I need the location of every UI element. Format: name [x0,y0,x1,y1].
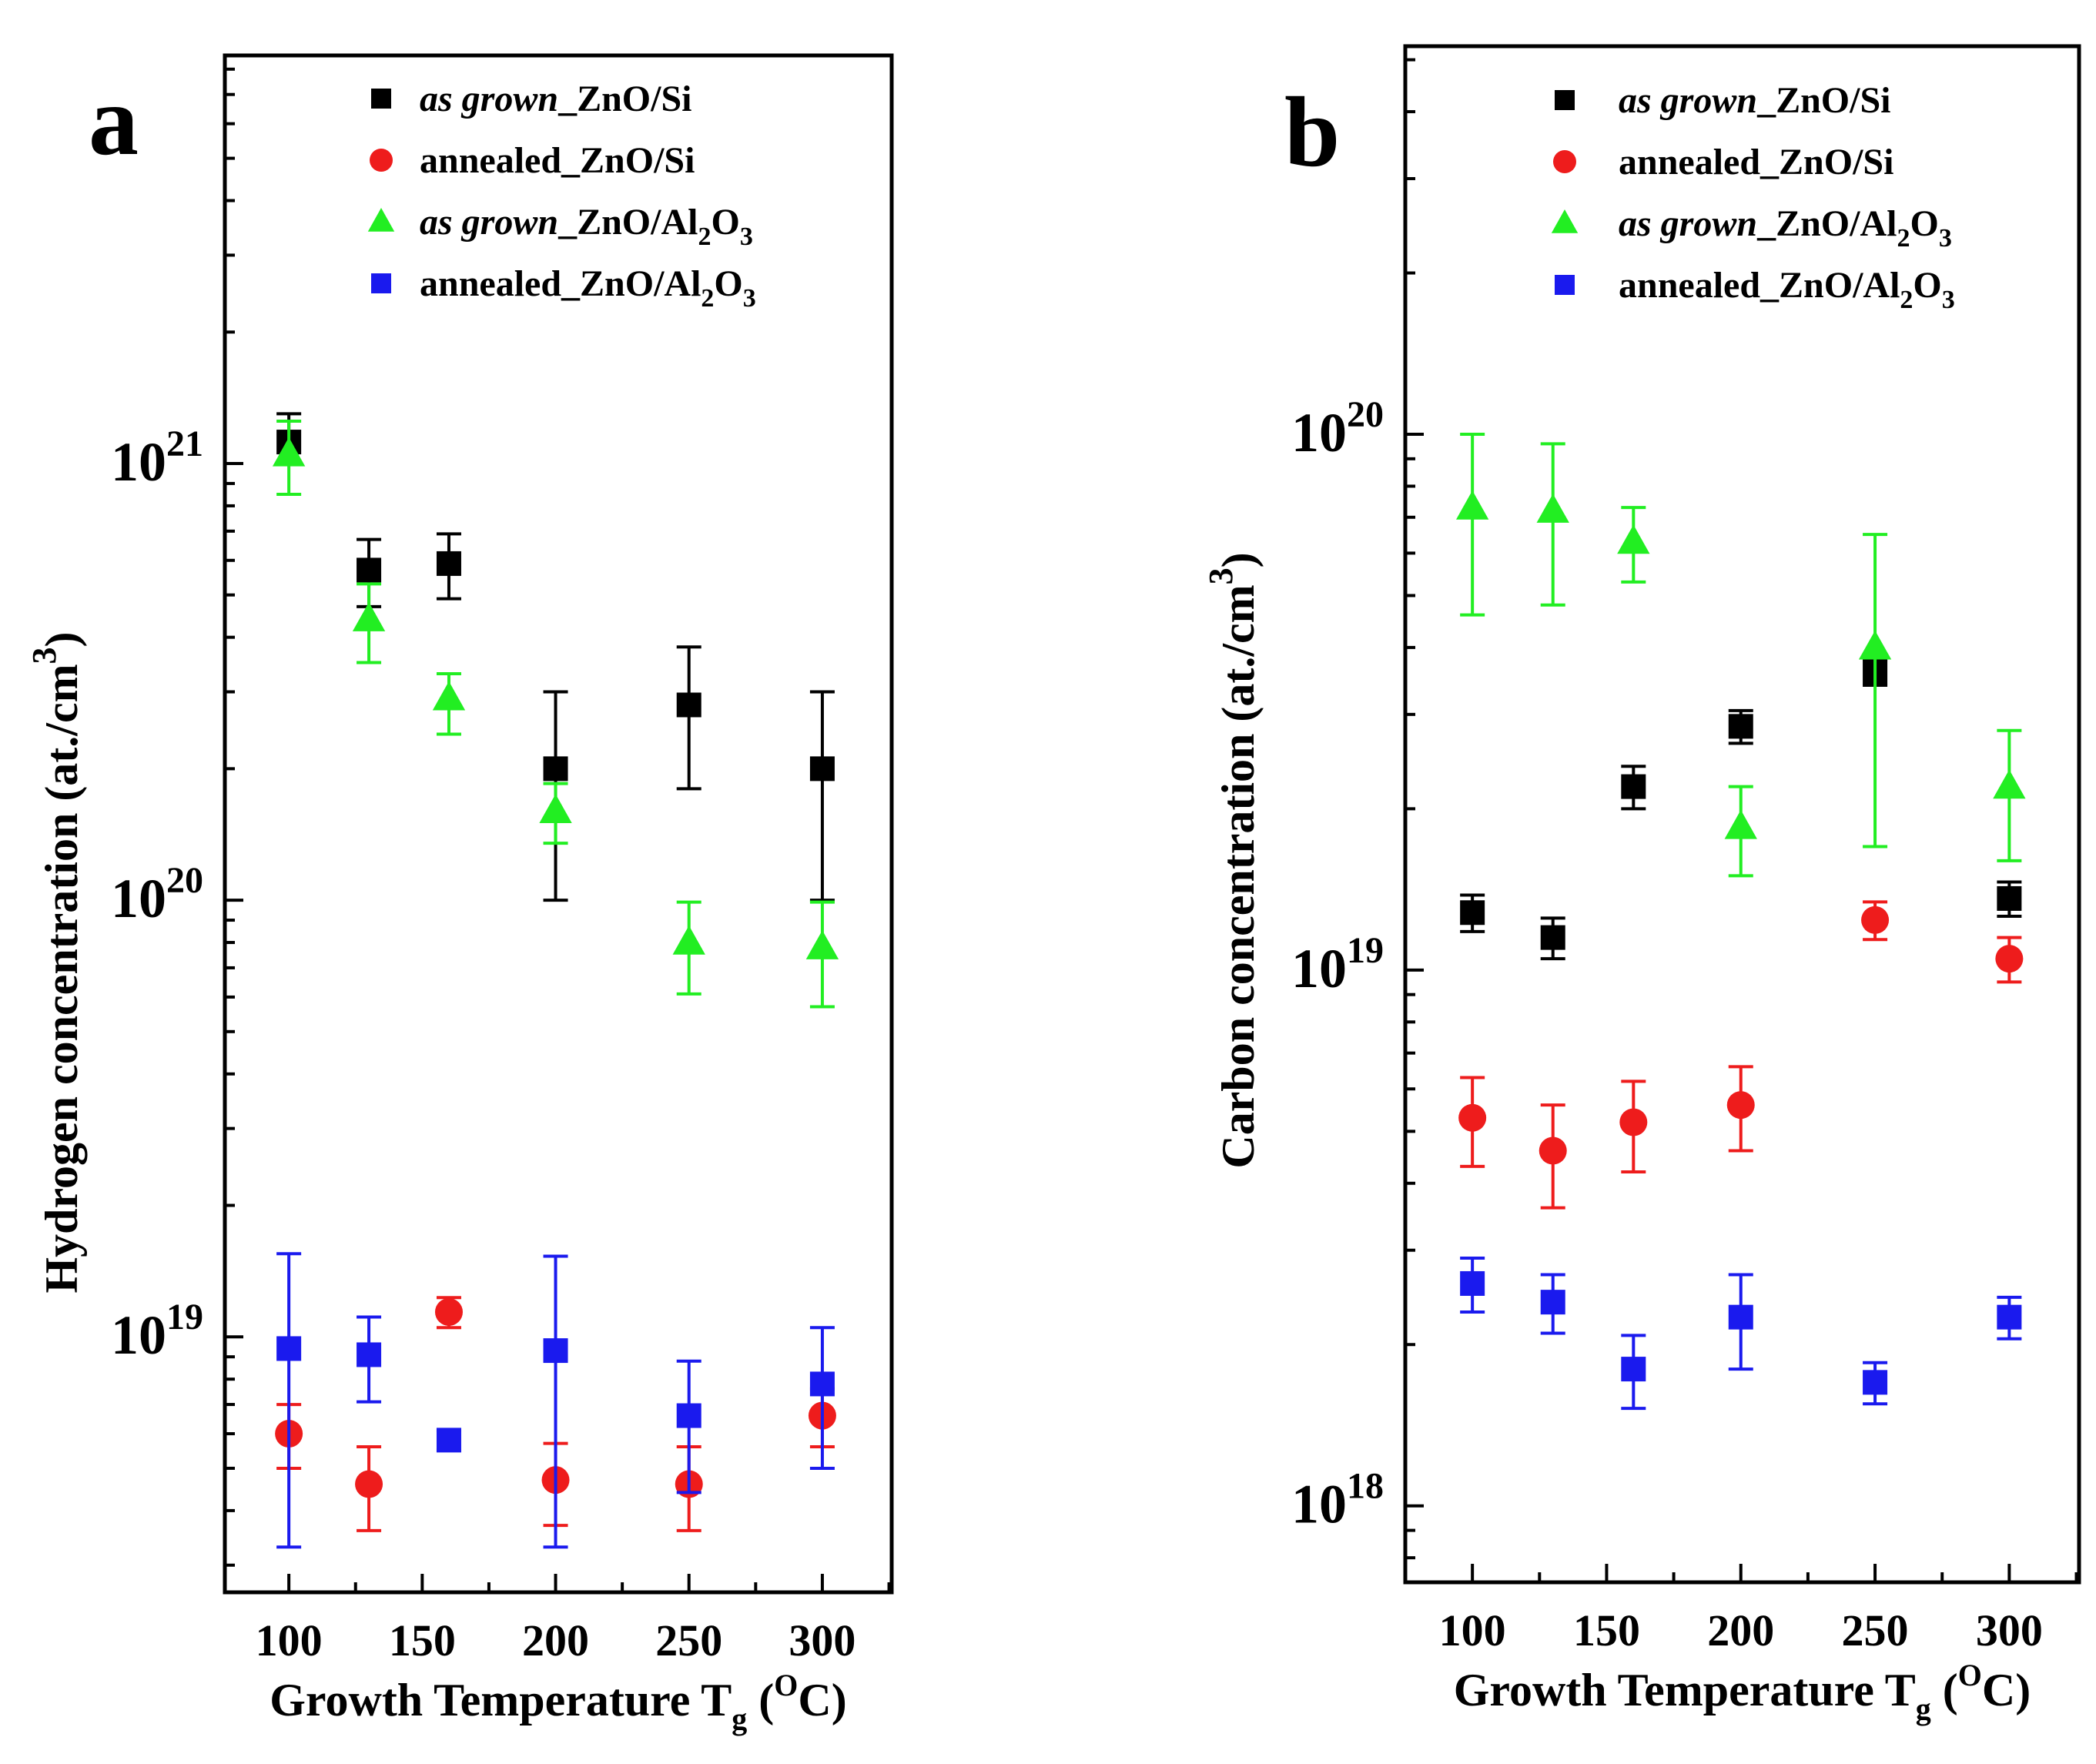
series-3 [1460,1256,2022,1411]
series-3 [276,1252,835,1549]
y-tick-label: 1020 [1291,394,1384,464]
data-point [1861,905,1890,934]
data-point [1460,900,1485,926]
data-point [1458,1103,1487,1132]
data-point [1997,885,2022,911]
data-point [1858,630,1892,660]
data-point [543,756,568,782]
data-point [352,602,386,631]
legend-marker [370,149,393,172]
legend-marker [1551,209,1579,233]
data-point [357,1342,382,1367]
legend-label: annealed_ZnO/Si [1619,142,1893,182]
y-tick-label: 1019 [1291,930,1384,999]
y-tick-label: 1020 [111,860,203,929]
panel-letter: b [1284,77,1340,188]
x-axis-label: Growth Temperature Tg (OC) [270,1668,846,1736]
x-tick-label: 200 [1707,1605,1774,1655]
data-point [1540,925,1565,950]
legend-marker [367,208,395,232]
x-tick-label: 100 [256,1615,323,1665]
data-point [809,1371,835,1397]
x-tick-label: 150 [389,1615,456,1665]
data-point [1536,494,1569,523]
data-point [1619,1108,1648,1136]
x-tick-label: 200 [522,1615,589,1665]
data-point [1728,1304,1753,1330]
legend-label: as grown_ZnO/Si [1619,80,1891,121]
legend-label: annealed_ZnO/Al2O3 [1619,265,1955,314]
x-tick-label: 250 [1842,1605,1909,1655]
data-point [436,1428,461,1453]
legend-label: as grown_ZnO/Al2O3 [420,202,753,251]
data-point [1728,714,1753,739]
series-1 [1458,900,2024,1210]
data-point [1726,1091,1755,1120]
panel-letter: a [89,65,139,176]
y-tick-label: 1018 [1291,1466,1384,1535]
x-tick-label: 150 [1573,1605,1640,1655]
y-tick-label: 1019 [111,1297,203,1366]
x-tick-label: 300 [789,1615,855,1665]
legend-label: annealed_ZnO/Al2O3 [420,263,756,313]
data-point [432,681,466,711]
x-tick-label: 300 [1976,1605,2043,1655]
y-axis-label: Carbon concentration (at./cm3) [1202,552,1264,1168]
legend-marker [371,273,391,293]
data-point [276,1336,302,1361]
x-axis-label: Growth Temperature Tg (OC) [1454,1658,2031,1726]
data-point [1455,490,1489,520]
y-tick-label: 1021 [111,423,203,493]
data-point [1540,1290,1565,1315]
data-point [1621,1357,1646,1382]
data-point [1993,769,2026,799]
data-point [1997,1304,2022,1330]
data-point [1621,774,1646,799]
series-2 [1455,432,2026,878]
data-point [1995,945,2024,973]
data-point [809,756,835,782]
data-point [434,1297,463,1326]
data-point [543,1338,568,1364]
data-point [1460,1270,1485,1296]
data-point [1863,1370,1888,1395]
data-point [676,1403,701,1428]
y-axis-label: Hydrogen concentration (at./cm3) [25,631,87,1293]
data-point [436,551,461,576]
series-2 [272,420,839,1009]
legend-marker [1555,275,1575,295]
data-point [1539,1136,1567,1165]
data-point [1617,524,1650,554]
legend-label: annealed_ZnO/Si [420,140,695,181]
data-point [357,557,382,583]
data-point [805,930,839,959]
legend-label: as grown_ZnO/Si [420,79,692,119]
data-point [1724,809,1757,839]
data-point [539,794,572,823]
legend-marker [1555,90,1575,110]
x-tick-label: 250 [655,1615,722,1665]
legend-marker [1553,150,1576,173]
plot-frame [223,53,894,1595]
x-tick-label: 100 [1439,1605,1506,1655]
data-point [355,1470,383,1498]
legend-marker [371,89,391,109]
legend-label: as grown_ZnO/Al2O3 [1619,203,1952,253]
data-point [272,437,306,467]
data-point [672,925,705,955]
data-point [676,692,701,718]
